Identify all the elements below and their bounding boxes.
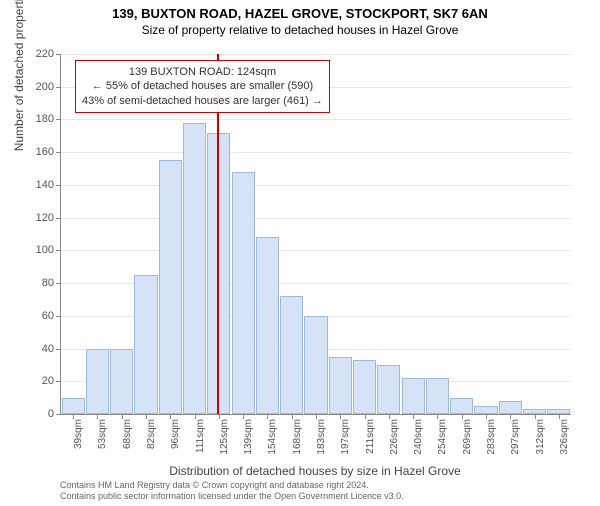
ytick-mark	[56, 349, 61, 350]
bar	[110, 349, 133, 414]
ytick-mark	[56, 283, 61, 284]
annotation-box: 139 BUXTON ROAD: 124sqm← 55% of detached…	[75, 60, 330, 113]
ytick-mark	[56, 119, 61, 120]
bar	[450, 398, 473, 414]
bar	[377, 365, 400, 414]
ytick-mark	[56, 250, 61, 251]
gridline	[61, 54, 571, 55]
footer-attribution: Contains HM Land Registry data © Crown c…	[60, 480, 404, 502]
xtick-label: 125sqm	[219, 419, 230, 459]
xtick-label: 68sqm	[122, 419, 133, 459]
ytick-mark	[56, 218, 61, 219]
x-axis-label: Distribution of detached houses by size …	[60, 464, 570, 478]
ytick-mark	[56, 381, 61, 382]
ytick-label: 20	[42, 375, 54, 387]
bar	[474, 406, 497, 414]
annotation-line: 43% of semi-detached houses are larger (…	[82, 94, 323, 108]
ytick-mark	[56, 316, 61, 317]
gridline	[61, 218, 571, 219]
bar	[232, 172, 255, 414]
bar	[304, 316, 327, 414]
plot-area: 39sqm53sqm68sqm82sqm96sqm111sqm125sqm139…	[60, 54, 571, 415]
bar	[62, 398, 85, 414]
ytick-label: 0	[48, 408, 54, 420]
y-axis-label: Number of detached properties	[12, 0, 26, 151]
bar	[402, 378, 425, 414]
xtick-label: 111sqm	[195, 419, 206, 459]
annotation-line: ← 55% of detached houses are smaller (59…	[82, 79, 323, 93]
xtick-label: 312sqm	[535, 419, 546, 459]
xtick-label: 183sqm	[316, 419, 327, 459]
ytick-label: 200	[36, 81, 54, 93]
xtick-label: 96sqm	[170, 419, 181, 459]
chart: 39sqm53sqm68sqm82sqm96sqm111sqm125sqm139…	[60, 54, 570, 414]
ytick-label: 220	[36, 48, 54, 60]
xtick-label: 226sqm	[389, 419, 400, 459]
ytick-label: 160	[36, 146, 54, 158]
xtick-label: 39sqm	[73, 419, 84, 459]
footer-line-2: Contains public sector information licen…	[60, 491, 404, 502]
ytick-label: 120	[36, 212, 54, 224]
xtick-label: 211sqm	[365, 419, 376, 459]
gridline	[61, 185, 571, 186]
bar	[134, 275, 157, 414]
xtick-label: 53sqm	[97, 419, 108, 459]
bar	[353, 360, 376, 414]
gridline	[61, 119, 571, 120]
bar	[280, 296, 303, 414]
xtick-label: 197sqm	[340, 419, 351, 459]
ytick-label: 140	[36, 179, 54, 191]
ytick-label: 40	[42, 343, 54, 355]
ytick-mark	[56, 414, 61, 415]
xtick-label: 283sqm	[486, 419, 497, 459]
xtick-label: 326sqm	[559, 419, 570, 459]
bar	[86, 349, 109, 414]
bar	[256, 237, 279, 414]
annotation-line: 139 BUXTON ROAD: 124sqm	[82, 65, 323, 79]
bar	[426, 378, 449, 414]
ytick-mark	[56, 185, 61, 186]
ytick-label: 100	[36, 244, 54, 256]
footer-line-1: Contains HM Land Registry data © Crown c…	[60, 480, 404, 491]
ytick-mark	[56, 87, 61, 88]
bar	[499, 401, 522, 414]
bar	[183, 123, 206, 414]
ytick-label: 80	[42, 277, 54, 289]
xtick-label: 139sqm	[243, 419, 254, 459]
ytick-label: 60	[42, 310, 54, 322]
gridline	[61, 152, 571, 153]
chart-title-address: 139, BUXTON ROAD, HAZEL GROVE, STOCKPORT…	[0, 6, 600, 21]
xtick-label: 269sqm	[462, 419, 473, 459]
xtick-label: 154sqm	[267, 419, 278, 459]
ytick-mark	[56, 54, 61, 55]
xtick-label: 240sqm	[413, 419, 424, 459]
ytick-mark	[56, 152, 61, 153]
xtick-label: 168sqm	[292, 419, 303, 459]
bar	[159, 160, 182, 414]
xtick-label: 82sqm	[146, 419, 157, 459]
chart-subtitle: Size of property relative to detached ho…	[0, 23, 600, 37]
ytick-label: 180	[36, 113, 54, 125]
gridline	[61, 250, 571, 251]
xtick-label: 254sqm	[437, 419, 448, 459]
xtick-label: 297sqm	[510, 419, 521, 459]
bar	[329, 357, 352, 414]
